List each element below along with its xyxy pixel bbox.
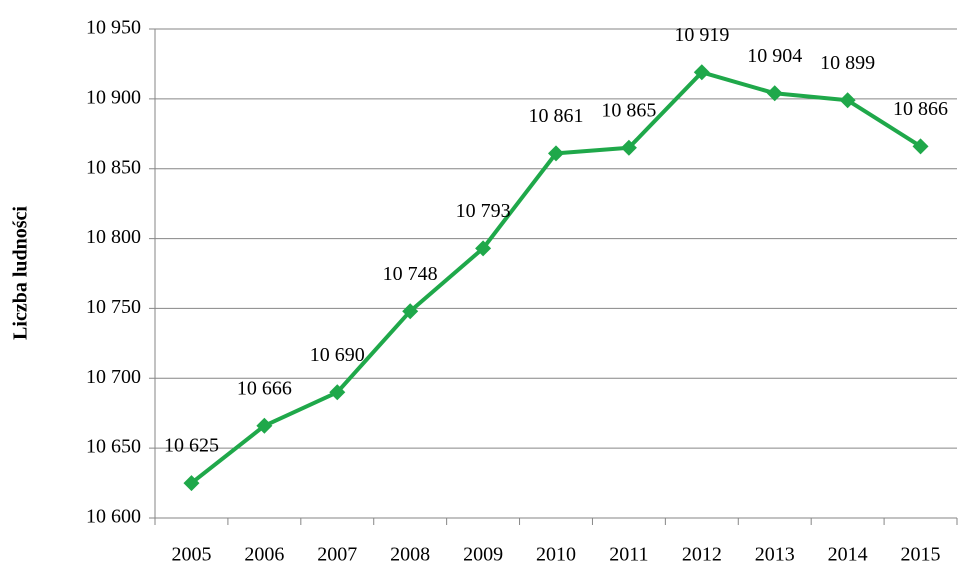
y-tick-label: 10 650 — [86, 436, 141, 458]
y-tick-label: 10 900 — [86, 86, 141, 108]
data-label: 10 861 — [529, 105, 584, 127]
marker — [329, 384, 346, 401]
marker — [256, 417, 273, 434]
x-tick-label: 2009 — [463, 544, 503, 566]
data-label: 10 904 — [747, 45, 802, 67]
data-label: 10 666 — [237, 377, 292, 399]
data-label: 10 690 — [310, 344, 365, 366]
x-tick-label: 2015 — [901, 544, 941, 566]
y-tick-label: 10 750 — [86, 296, 141, 318]
data-label: 10 748 — [383, 263, 438, 285]
data-label: 10 625 — [164, 435, 219, 457]
marker — [183, 475, 200, 492]
data-label: 10 899 — [820, 52, 875, 74]
y-tick-label: 10 600 — [86, 506, 141, 528]
marker — [912, 138, 929, 155]
x-tick-label: 2007 — [317, 544, 357, 566]
data-label: 10 865 — [601, 99, 656, 121]
data-label: 10 866 — [893, 98, 948, 120]
y-tick-label: 10 950 — [86, 17, 141, 39]
data-label: 10 793 — [456, 200, 511, 222]
y-tick-label: 10 800 — [86, 226, 141, 248]
x-tick-label: 2008 — [390, 544, 430, 566]
marker — [766, 85, 783, 102]
marker — [839, 92, 856, 109]
x-tick-label: 2005 — [171, 544, 211, 566]
x-tick-label: 2006 — [244, 544, 284, 566]
line — [190, 70, 922, 485]
data-label: 10 919 — [674, 24, 729, 46]
x-tick-label: 2010 — [536, 544, 576, 566]
y-axis-label: Liczba ludności — [10, 206, 32, 340]
x-tick-label: 2012 — [682, 544, 722, 566]
marker — [548, 145, 564, 162]
x-tick-label: 2011 — [609, 544, 648, 566]
marker — [475, 240, 492, 257]
x-tick-label: 2014 — [828, 544, 868, 566]
marker — [402, 303, 419, 320]
marker — [620, 139, 637, 156]
marker — [693, 64, 710, 81]
x-tick-label: 2013 — [755, 544, 795, 566]
y-tick-label: 10 700 — [86, 366, 141, 388]
y-tick-label: 10 850 — [86, 156, 141, 178]
